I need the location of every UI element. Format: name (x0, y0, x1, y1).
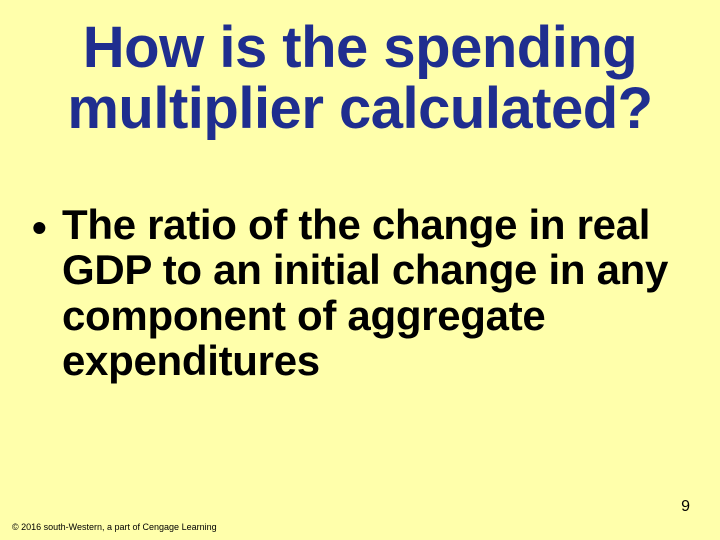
bullet-marker: • (32, 205, 46, 250)
slide-title: How is the spending multiplier calculate… (0, 0, 720, 140)
bullet-text: The ratio of the change in real GDP to a… (32, 202, 690, 383)
page-number: 9 (681, 498, 690, 516)
copyright-text: © 2016 south-Western, a part of Cengage … (12, 522, 217, 532)
bullet-item: • The ratio of the change in real GDP to… (0, 202, 720, 383)
